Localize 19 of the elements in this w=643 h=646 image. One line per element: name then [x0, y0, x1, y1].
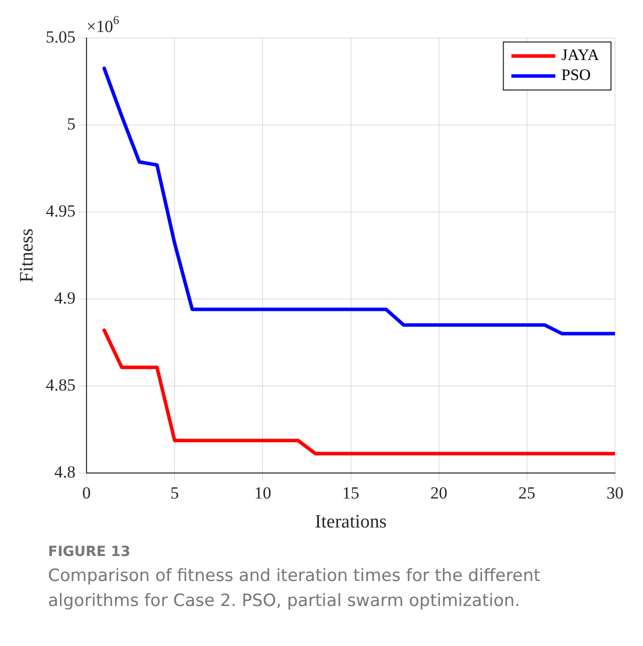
x-tick-label: 30 — [606, 483, 624, 502]
y-tick-label: 4.8 — [54, 462, 76, 482]
y-tick-label: 5 — [67, 114, 76, 134]
x-tick-label: 0 — [82, 483, 91, 502]
caption: FIGURE 13 — [48, 544, 132, 560]
y-tick-label: 5.05 — [46, 27, 76, 46]
x-tick-label: 10 — [254, 483, 272, 502]
x-tick-label: 5 — [170, 483, 179, 502]
x-axis-title: Iterations — [314, 512, 387, 533]
y-axis-title: Fitness — [16, 228, 38, 282]
text: Comparison of fitness and iteration times for the different algorithms for Case 2. PSO, partial swarm optimization. — [48, 565, 542, 613]
x-tick-label: 25 — [518, 483, 536, 502]
legend-label: JAYA — [561, 47, 600, 64]
y-tick-label: 4.85 — [46, 375, 76, 394]
x-tick-label: 20 — [430, 483, 448, 502]
x-tick-label: 15 — [342, 483, 360, 502]
legend-label: PSO — [561, 67, 591, 84]
y-tick-label: 4.95 — [46, 201, 76, 220]
y-tick-label: 4.9 — [54, 288, 76, 308]
